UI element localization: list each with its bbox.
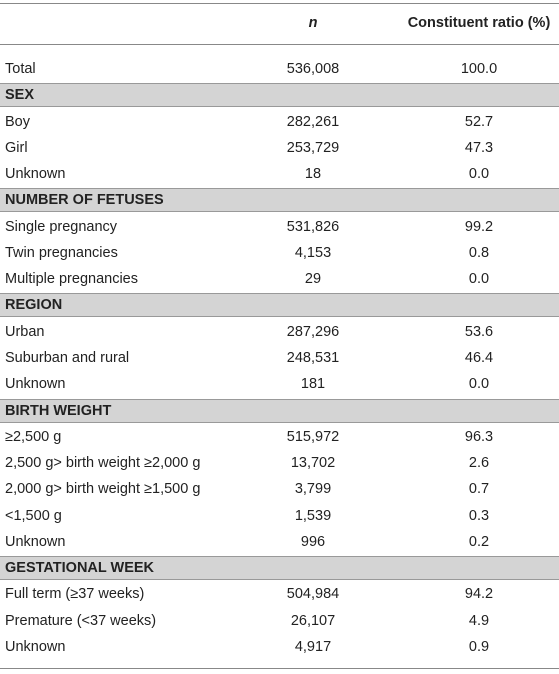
header-ratio: Constituent ratio (%) <box>407 15 551 31</box>
row-ratio: 100.0 <box>460 61 498 77</box>
row-n: 287,296 <box>286 323 340 340</box>
bottom-rule <box>0 668 559 669</box>
row-ratio: 0.9 <box>468 638 490 655</box>
row-ratio: 0.8 <box>468 244 490 261</box>
row-n: 248,531 <box>286 349 340 366</box>
section-band <box>0 398 559 423</box>
row-n: 18 <box>304 166 322 183</box>
row-label: Total <box>5 61 36 77</box>
row-label: Twin pregnancies <box>5 244 118 261</box>
row-n: 536,008 <box>286 61 340 77</box>
row-label: Girl <box>5 139 28 156</box>
section-band <box>0 188 559 213</box>
section-band <box>0 293 559 318</box>
section-title: SEX <box>5 87 35 104</box>
row-n: 4,153 <box>294 244 332 261</box>
row-n: 3,799 <box>294 481 332 498</box>
row-label: Unknown <box>5 376 66 393</box>
row-label: Full term (≥37 weeks) <box>5 586 145 603</box>
row-label: Boy <box>5 113 30 130</box>
header-n: n <box>308 15 318 31</box>
row-label: Premature (<37 weeks) <box>5 612 157 629</box>
top-rule <box>0 3 559 4</box>
row-ratio: 46.4 <box>464 349 494 366</box>
section-band <box>0 556 559 581</box>
row-label: Suburban and rural <box>5 349 130 366</box>
row-ratio: 4.9 <box>468 612 490 629</box>
row-n: 515,972 <box>286 428 340 445</box>
row-label: <1,500 g <box>5 507 62 524</box>
row-ratio: 94.2 <box>464 586 494 603</box>
row-n: 253,729 <box>286 139 340 156</box>
row-label: 2,000 g> birth weight ≥1,500 g <box>5 481 201 498</box>
row-label: Multiple pregnancies <box>5 271 138 288</box>
row-ratio: 0.0 <box>468 376 490 393</box>
section-title: BIRTH WEIGHT <box>5 402 112 419</box>
row-ratio: 0.2 <box>468 533 490 550</box>
row-n: 4,917 <box>294 638 332 655</box>
row-label: Unknown <box>5 533 66 550</box>
row-ratio: 2.6 <box>468 455 490 472</box>
section-title: GESTATIONAL WEEK <box>5 560 155 577</box>
row-n: 531,826 <box>286 218 340 235</box>
row-n: 181 <box>300 376 326 393</box>
row-n: 996 <box>300 533 326 550</box>
row-label: ≥2,500 g <box>5 428 62 445</box>
row-n: 29 <box>304 271 322 288</box>
section-band <box>0 83 559 108</box>
row-label: Single pregnancy <box>5 218 118 235</box>
section-title: REGION <box>5 297 63 314</box>
row-label: 2,500 g> birth weight ≥2,000 g <box>5 455 201 472</box>
section-title: NUMBER OF FETUSES <box>5 192 164 209</box>
row-n: 504,984 <box>286 586 340 603</box>
row-ratio: 96.3 <box>464 428 494 445</box>
row-n: 13,702 <box>290 455 336 472</box>
row-label: Urban <box>5 323 45 340</box>
row-ratio: 0.0 <box>468 166 490 183</box>
row-label: Unknown <box>5 166 66 183</box>
row-n: 282,261 <box>286 113 340 130</box>
row-ratio: 52.7 <box>464 113 494 130</box>
row-label: Unknown <box>5 638 66 655</box>
row-ratio: 99.2 <box>464 218 494 235</box>
row-ratio: 0.3 <box>468 507 490 524</box>
row-ratio: 47.3 <box>464 139 494 156</box>
row-ratio: 0.0 <box>468 271 490 288</box>
row-ratio: 53.6 <box>464 323 494 340</box>
row-n: 26,107 <box>290 612 336 629</box>
row-ratio: 0.7 <box>468 481 490 498</box>
header-rule <box>0 44 559 45</box>
row-n: 1,539 <box>294 507 332 524</box>
